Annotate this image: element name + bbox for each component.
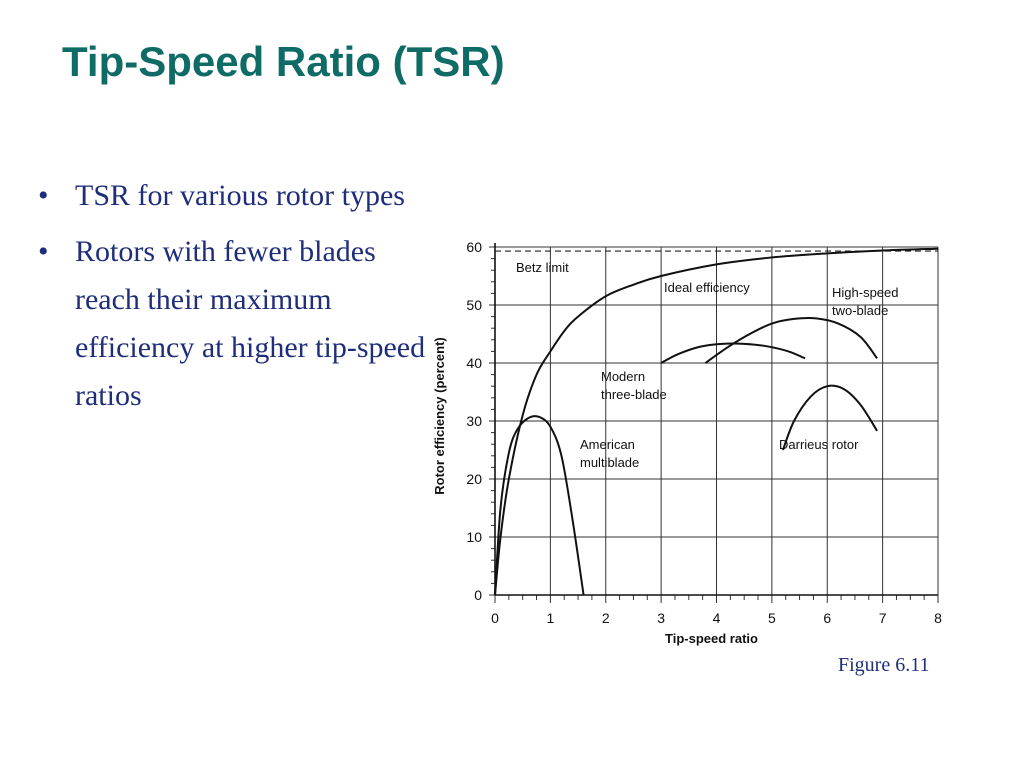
y-tick-label: 10: [466, 529, 482, 545]
betz-limit-label: Betz limit: [516, 260, 569, 275]
figure-caption: Figure 6.11: [838, 654, 930, 676]
x-tick-label: 6: [823, 610, 831, 626]
slide-title: Tip-Speed Ratio (TSR): [62, 38, 505, 85]
american-multiblade-curve: [494, 415, 585, 596]
x-tick-label: 3: [657, 610, 665, 626]
y-axis-title: Rotor efficiency (percent): [432, 337, 447, 494]
modern-three-blade-curve: [660, 342, 806, 364]
bullet-icon: •: [38, 179, 49, 212]
high-speed-two-blade-curve: [704, 316, 878, 364]
y-tick-label: 20: [466, 471, 482, 487]
darrieus-rotor-curve: [782, 384, 878, 451]
series-label-line: Modern: [601, 369, 645, 384]
series-label: High-speed two-blade: [832, 285, 899, 318]
x-axis-title: Tip-speed ratio: [665, 631, 758, 646]
bullet-item: • TSR for various rotor types: [38, 172, 433, 220]
series-label-line: three-blade: [601, 387, 667, 402]
x-tick-label: 8: [934, 610, 942, 626]
x-tick-label: 7: [879, 610, 887, 626]
bullet-text: TSR for various rotor types: [75, 179, 405, 212]
y-tick-label: 0: [474, 587, 482, 603]
chart-grid: [489, 246, 939, 603]
series-label-line: High-speed: [832, 285, 899, 300]
chart-labels: 0 1 2 3 4 5 6 7 8 0 10 20 30 40 50 60 Tip-speed ratio Rot…: [432, 239, 942, 646]
series-label: Ideal efficiency: [664, 280, 750, 295]
chart-series: [494, 247, 939, 596]
bullet-text: Rotors with fewer blades reach their max…: [75, 235, 426, 412]
ideal-efficiency-curve: [494, 247, 939, 596]
x-tick-label: 0: [491, 610, 499, 626]
bullet-list: • TSR for various rotor types • Rotors w…: [38, 172, 433, 428]
x-tick-label: 1: [546, 610, 554, 626]
y-tick-label: 50: [466, 297, 482, 313]
x-tick-label: 5: [768, 610, 776, 626]
series-label: Modern three-blade: [601, 369, 667, 402]
x-tick-label: 2: [602, 610, 610, 626]
y-tick-label: 40: [466, 355, 482, 371]
series-label-line: multiblade: [580, 455, 639, 470]
bullet-icon: •: [38, 235, 49, 268]
series-label-line: American: [580, 437, 635, 452]
chart-axes: [494, 243, 938, 596]
y-tick-label: 30: [466, 413, 482, 429]
series-label: Darrieus rotor: [779, 437, 859, 452]
y-tick-label: 60: [466, 239, 482, 255]
series-label-line: two-blade: [832, 303, 888, 318]
x-tick-label: 4: [713, 610, 721, 626]
bullet-item: • Rotors with fewer blades reach their m…: [38, 228, 433, 420]
series-label: American multiblade: [580, 437, 639, 470]
